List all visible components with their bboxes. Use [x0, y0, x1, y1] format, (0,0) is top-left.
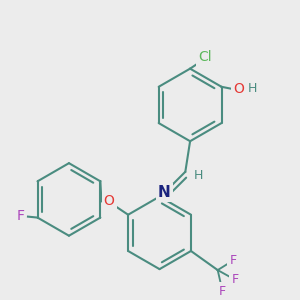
Text: F: F [231, 273, 239, 286]
Text: O: O [233, 82, 244, 96]
Text: F: F [16, 209, 24, 223]
Text: F: F [230, 254, 236, 267]
Text: F: F [219, 285, 226, 298]
Text: O: O [103, 194, 115, 208]
Text: H: H [248, 82, 257, 95]
Text: H: H [194, 169, 203, 182]
Text: Cl: Cl [199, 50, 212, 64]
Text: N: N [158, 185, 171, 200]
